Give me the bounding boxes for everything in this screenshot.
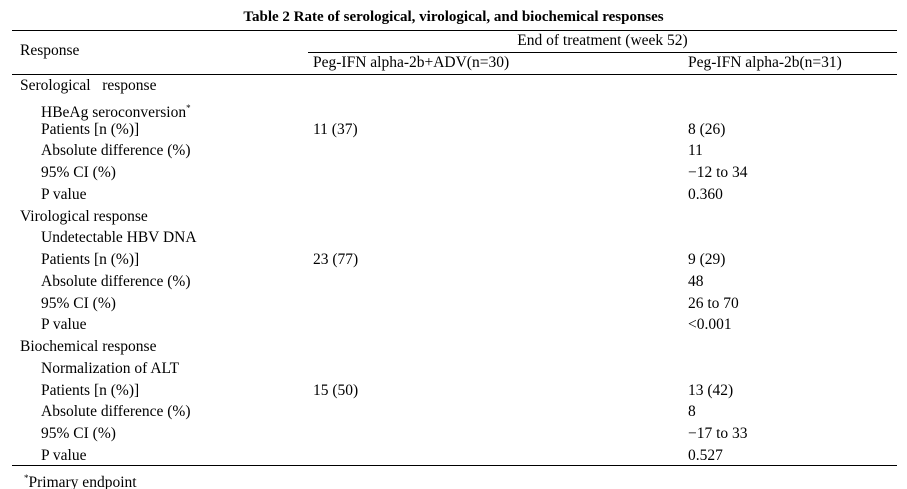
row-label: Patients [n (%)] xyxy=(41,381,140,399)
row-label: 95% CI (%) xyxy=(41,425,116,442)
subsection-title: HBeAg seroconversion xyxy=(41,103,187,121)
footnote: *Primary endpoint xyxy=(24,469,137,489)
subsection-title: Normalization of ALT xyxy=(41,359,180,377)
cell: 11 xyxy=(688,142,703,160)
row-label: Absolute difference (%) xyxy=(41,272,191,290)
header-cell: Peg-IFN alpha-2b(n=31) xyxy=(688,54,842,71)
cell: −17 to 33 xyxy=(688,425,748,442)
subsection: Undetectable HBV DNA xyxy=(41,229,197,247)
cell: 13 (42) xyxy=(688,381,734,399)
cell: 26 to 70 xyxy=(688,294,739,312)
header-cell: Peg-IFN alpha-2b+ADV(n=30) xyxy=(313,54,510,71)
cell: 11 (37) xyxy=(313,120,358,138)
subsection: HBeAg seroconversion* xyxy=(41,99,191,122)
row-label: P value xyxy=(41,185,87,203)
row-label: Patients [n (%)] xyxy=(41,251,140,268)
section-title: Biochemical response xyxy=(20,338,157,355)
cell: 15 (50) xyxy=(313,381,359,399)
header-cell: Response xyxy=(20,42,80,59)
table-title: Table 2 Rate of serological, virological… xyxy=(243,9,664,25)
footnote-text: Primary endpoint xyxy=(28,474,137,489)
rule xyxy=(12,74,897,75)
cell: 8 (26) xyxy=(688,120,726,138)
row-label: 95% CI (%) xyxy=(41,164,116,181)
cell: 0.360 xyxy=(688,185,723,203)
cell: <0.001 xyxy=(688,316,732,334)
rule xyxy=(308,52,897,53)
row-label: Absolute difference (%) xyxy=(41,142,191,160)
cell: 8 xyxy=(688,403,696,421)
row-label: Patients [n (%)] xyxy=(41,120,140,138)
footnote-mark: * xyxy=(186,102,191,113)
row-label: Absolute difference (%) xyxy=(41,403,191,421)
section-title: Serological response xyxy=(20,77,157,94)
section-title: Virological response xyxy=(20,207,148,225)
subsection-title: Undetectable HBV DNA xyxy=(41,229,197,247)
cell: −12 to 34 xyxy=(688,164,748,181)
row-label: 95% CI (%) xyxy=(41,294,116,312)
row-label: P value xyxy=(41,316,87,334)
cell: 9 (29) xyxy=(688,251,726,268)
rule xyxy=(12,30,897,31)
rule xyxy=(12,465,897,466)
cell: 0.527 xyxy=(688,446,723,464)
subsection: Normalization of ALT xyxy=(41,360,179,378)
cell: 23 (77) xyxy=(313,251,359,268)
footnote-mark: * xyxy=(24,473,29,483)
cell: 48 xyxy=(688,272,704,290)
header-group: End of treatment (week 52) xyxy=(517,32,688,49)
row-label: P value xyxy=(41,446,87,464)
